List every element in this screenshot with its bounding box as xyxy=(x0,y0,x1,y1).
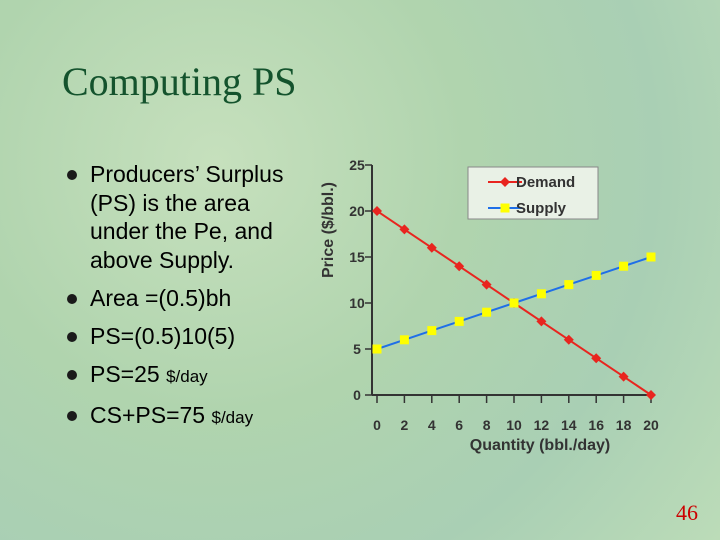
bullet: PS=25 $/day xyxy=(60,360,300,392)
x-tick-label: 2 xyxy=(401,417,409,433)
demand-marker xyxy=(618,371,629,382)
legend-label: Supply xyxy=(516,200,567,217)
legend-label: Demand xyxy=(516,174,575,191)
supply-marker xyxy=(454,316,464,326)
demand-marker xyxy=(563,334,574,345)
legend-marker xyxy=(500,203,510,213)
y-tick-label: 5 xyxy=(353,341,361,357)
x-tick-label: 16 xyxy=(588,417,604,433)
x-tick-label: 8 xyxy=(483,417,491,433)
supply-marker xyxy=(372,344,382,354)
bullet-unit: $/day xyxy=(211,407,254,427)
x-tick-label: 6 xyxy=(455,417,463,433)
page-number: 46 xyxy=(676,500,698,525)
y-tick-label: 0 xyxy=(353,387,361,403)
bullet: Producers’ Surplus (PS) is the area unde… xyxy=(60,160,300,274)
x-tick-label: 18 xyxy=(616,417,632,433)
legend-marker xyxy=(500,177,510,187)
y-tick-label: 10 xyxy=(349,295,365,311)
supply-marker xyxy=(427,326,437,336)
demand-marker xyxy=(426,242,437,253)
supply-marker xyxy=(564,280,574,290)
x-tick-label: 12 xyxy=(534,417,550,433)
bullet-text: CS+PS=75 xyxy=(90,401,206,428)
demand-marker xyxy=(536,316,547,327)
y-tick-label: 20 xyxy=(349,203,365,219)
x-tick-label: 14 xyxy=(561,417,577,433)
bullet-unit: $/day xyxy=(166,366,208,386)
y-tick-label: 25 xyxy=(349,157,365,173)
x-tick-label: 20 xyxy=(643,417,659,433)
bullet: CS+PS=75 $/day xyxy=(60,401,300,433)
legend-box xyxy=(467,166,599,220)
x-tick-label: 4 xyxy=(428,417,436,433)
demand-marker xyxy=(646,390,656,400)
supply-marker xyxy=(646,252,656,262)
bullet-list: Producers’ Surplus (PS) is the area unde… xyxy=(60,160,300,442)
bullet-text: PS=(0.5)10(5) xyxy=(90,322,236,349)
y-tick-label: 15 xyxy=(349,249,365,265)
demand-marker xyxy=(454,261,465,272)
demand-marker xyxy=(399,224,410,235)
demand-marker xyxy=(481,279,492,290)
slide-title: Computing PS xyxy=(62,59,297,104)
bullet-text: PS=25 xyxy=(90,360,160,387)
supply-marker xyxy=(619,261,629,271)
y-axis-label: Price ($/bbl.) xyxy=(320,182,337,278)
x-tick-label: 10 xyxy=(506,417,522,433)
supply-marker xyxy=(482,307,492,317)
supply-marker xyxy=(591,270,601,280)
supply-marker xyxy=(509,298,519,308)
demand-marker xyxy=(372,206,382,216)
x-axis-label: Quantity (bbl./day) xyxy=(470,437,610,454)
bullet-text: Producers’ Surplus (PS) is the area unde… xyxy=(90,161,284,273)
demand-marker xyxy=(591,353,602,364)
x-tick-label: 0 xyxy=(373,417,381,433)
bullet-text: Area =(0.5)bh xyxy=(90,284,232,311)
bullet: Area =(0.5)bh xyxy=(60,284,300,313)
bullet: PS=(0.5)10(5) xyxy=(60,322,300,351)
supply-marker xyxy=(399,335,409,345)
supply-marker xyxy=(536,289,546,299)
